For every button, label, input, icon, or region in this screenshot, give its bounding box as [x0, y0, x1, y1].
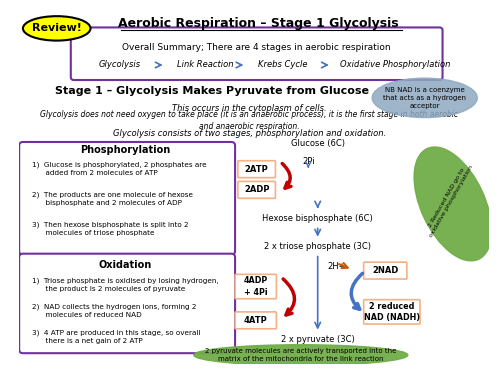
Text: 2ATP: 2ATP: [245, 165, 268, 174]
Text: This occurs in the cytoplasm of cells.: This occurs in the cytoplasm of cells.: [172, 104, 326, 112]
Text: NB NAD is a coenzyme
that acts as a hydrogen
acceptor: NB NAD is a coenzyme that acts as a hydr…: [383, 87, 466, 109]
Text: 2ADP: 2ADP: [244, 185, 270, 194]
Text: 2)  NAD collects the hydrogen ions, forming 2
      molecules of reduced NAD: 2) NAD collects the hydrogen ions, formi…: [32, 303, 197, 318]
Text: 2 x triose phosphate (3C): 2 x triose phosphate (3C): [264, 242, 371, 250]
Ellipse shape: [23, 16, 90, 40]
FancyBboxPatch shape: [19, 254, 235, 353]
FancyBboxPatch shape: [235, 274, 277, 299]
Text: Oxidation: Oxidation: [98, 260, 152, 270]
Text: Glycolysis: Glycolysis: [99, 60, 141, 69]
Text: 2H+: 2H+: [327, 262, 345, 272]
Text: Hexose bisphosphate (6C): Hexose bisphosphate (6C): [262, 213, 373, 222]
Text: 1)  Glucose is phosphorylated, 2 phosphates are
      added from 2 molecules of : 1) Glucose is phosphorylated, 2 phosphat…: [32, 162, 207, 176]
Ellipse shape: [194, 345, 408, 365]
FancyBboxPatch shape: [235, 312, 277, 329]
Text: 2 reduced
NAD (NADH): 2 reduced NAD (NADH): [364, 302, 420, 322]
Text: Stage 1 – Glycolysis Makes Pyruvate from Glucose: Stage 1 – Glycolysis Makes Pyruvate from…: [54, 86, 368, 96]
Text: Krebs Cycle: Krebs Cycle: [258, 60, 307, 69]
Text: Link Reaction: Link Reaction: [177, 60, 234, 69]
Text: 2Pi: 2Pi: [302, 157, 314, 166]
Text: 2 pyruvate molecules are actively transported into the
matrix of the mitochondri: 2 pyruvate molecules are actively transp…: [205, 348, 396, 362]
FancyBboxPatch shape: [238, 182, 276, 198]
Text: Glycolysis consists of two stages, phosphorylation and oxidation.: Glycolysis consists of two stages, phosp…: [112, 129, 386, 138]
Text: 1)  Triose phosphate is oxidised by losing hydrogen,
      the product is 2 mole: 1) Triose phosphate is oxidised by losin…: [32, 277, 219, 292]
Text: 3)  4 ATP are produced in this stage, so overall
      there is a net gain of 2 : 3) 4 ATP are produced in this stage, so …: [32, 330, 200, 344]
FancyBboxPatch shape: [238, 161, 276, 178]
Text: 2)  The products are one molecule of hexose
      bisphosphate and 2 molecules o: 2) The products are one molecule of hexo…: [32, 192, 194, 206]
Text: 4ATP: 4ATP: [244, 316, 268, 325]
FancyBboxPatch shape: [364, 262, 407, 279]
FancyBboxPatch shape: [19, 142, 235, 255]
Ellipse shape: [414, 147, 492, 261]
Text: 2NAD: 2NAD: [372, 266, 398, 275]
Ellipse shape: [372, 78, 478, 118]
FancyBboxPatch shape: [364, 300, 420, 324]
Text: Glucose (6C): Glucose (6C): [290, 140, 344, 148]
Text: Phosphorylation: Phosphorylation: [80, 146, 170, 155]
Text: 3)  Then hexose bisphosphate is split into 2
      molecules of triose phosphate: 3) Then hexose bisphosphate is split int…: [32, 222, 189, 236]
Text: 2 Reduced NAD go to
oxidative phosphorylation: 2 Reduced NAD go to oxidative phosphoryl…: [424, 161, 474, 237]
Text: Aerobic Respiration – Stage 1 Glycolysis: Aerobic Respiration – Stage 1 Glycolysis: [118, 17, 399, 30]
Text: Overall Summary; There are 4 stages in aerobic respiration: Overall Summary; There are 4 stages in a…: [122, 43, 391, 52]
Text: 4ADP
+ 4Pi: 4ADP + 4Pi: [244, 276, 268, 297]
Text: Review!: Review!: [32, 23, 82, 33]
Text: 2 x pyruvate (3C): 2 x pyruvate (3C): [281, 334, 354, 344]
FancyBboxPatch shape: [71, 27, 442, 80]
Text: Oxidative Phosphorylation: Oxidative Phosphorylation: [340, 60, 450, 69]
Text: Glycolysis does not need oxygen to take place (it is an anaerobic process), it i: Glycolysis does not need oxygen to take …: [40, 110, 458, 131]
